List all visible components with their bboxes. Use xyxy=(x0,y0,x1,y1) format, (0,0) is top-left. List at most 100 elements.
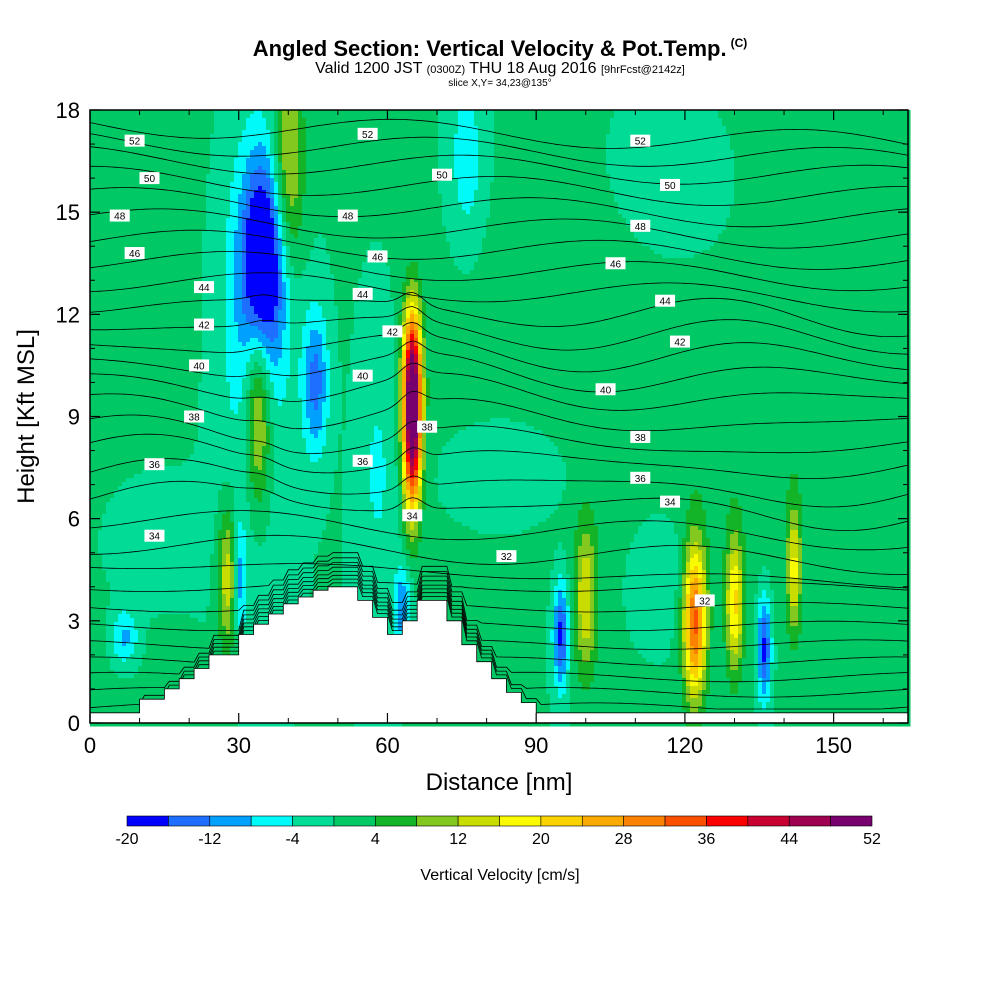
velocity-cell xyxy=(422,154,427,159)
velocity-cell xyxy=(166,146,171,151)
velocity-cell xyxy=(138,158,143,163)
velocity-cell xyxy=(170,142,175,147)
velocity-cell xyxy=(762,202,767,207)
velocity-cell xyxy=(494,194,499,199)
velocity-cell xyxy=(222,190,227,195)
velocity-cell xyxy=(182,122,187,127)
velocity-cell xyxy=(138,146,143,151)
velocity-cell xyxy=(226,178,231,183)
velocity-cell xyxy=(778,166,783,171)
velocity-cell xyxy=(730,150,735,155)
velocity-cell xyxy=(410,134,415,139)
velocity-cell xyxy=(326,146,331,151)
velocity-cell xyxy=(194,118,199,123)
velocity-cell xyxy=(526,138,531,143)
velocity-cell xyxy=(510,118,515,123)
velocity-cell xyxy=(502,130,507,135)
velocity-cell xyxy=(146,110,151,115)
velocity-cell xyxy=(358,202,363,207)
velocity-cell xyxy=(450,182,455,187)
velocity-cell xyxy=(390,162,395,167)
velocity-cell xyxy=(758,146,763,151)
velocity-cell xyxy=(250,190,255,195)
velocity-cell xyxy=(422,182,427,187)
velocity-cell xyxy=(278,186,283,191)
velocity-cell xyxy=(162,178,167,183)
velocity-cell xyxy=(358,138,363,143)
velocity-cell xyxy=(638,170,643,175)
velocity-cell xyxy=(890,158,895,163)
velocity-cell xyxy=(878,130,883,135)
velocity-cell xyxy=(162,114,167,119)
velocity-cell xyxy=(630,130,635,135)
velocity-cell xyxy=(570,150,575,155)
velocity-cell xyxy=(530,150,535,155)
velocity-cell xyxy=(878,118,883,123)
velocity-cell xyxy=(758,110,763,115)
velocity-cell xyxy=(250,182,255,187)
velocity-cell xyxy=(306,154,311,159)
velocity-cell xyxy=(878,110,883,115)
velocity-cell xyxy=(762,162,767,167)
velocity-cell xyxy=(302,146,307,151)
velocity-cell xyxy=(334,158,339,163)
velocity-cell xyxy=(406,158,411,163)
velocity-cell xyxy=(450,166,455,171)
velocity-cell xyxy=(894,114,899,119)
velocity-cell xyxy=(694,118,699,123)
velocity-cell xyxy=(110,126,115,131)
velocity-cell xyxy=(294,206,299,211)
velocity-cell xyxy=(854,142,859,147)
velocity-cell xyxy=(350,126,355,131)
velocity-cell xyxy=(762,114,767,119)
velocity-cell xyxy=(298,110,303,115)
velocity-cell xyxy=(154,130,159,135)
velocity-cell xyxy=(242,170,247,175)
velocity-cell xyxy=(658,150,663,155)
velocity-cell xyxy=(194,186,199,191)
velocity-cell xyxy=(390,178,395,183)
velocity-cell xyxy=(714,146,719,151)
velocity-cell xyxy=(374,194,379,199)
velocity-cell xyxy=(266,122,271,127)
velocity-cell xyxy=(730,114,735,119)
velocity-cell xyxy=(126,154,131,159)
velocity-cell xyxy=(894,110,899,115)
velocity-cell xyxy=(462,194,467,199)
velocity-cell xyxy=(554,162,559,167)
velocity-cell xyxy=(334,182,339,187)
velocity-cell xyxy=(786,126,791,131)
velocity-cell xyxy=(386,146,391,151)
velocity-cell xyxy=(814,162,819,167)
velocity-cell xyxy=(778,186,783,191)
velocity-cell xyxy=(742,186,747,191)
velocity-cell xyxy=(598,114,603,119)
velocity-cell xyxy=(578,134,583,139)
velocity-cell xyxy=(310,126,315,131)
velocity-cell xyxy=(426,126,431,131)
velocity-cell xyxy=(190,186,195,191)
velocity-cell xyxy=(666,134,671,139)
velocity-cell xyxy=(274,134,279,139)
velocity-cell xyxy=(818,138,823,143)
velocity-cell xyxy=(158,202,163,207)
velocity-cell xyxy=(566,154,571,159)
velocity-cell xyxy=(662,174,667,179)
velocity-cell xyxy=(254,126,259,131)
velocity-cell xyxy=(98,118,103,123)
velocity-cell xyxy=(830,194,835,199)
velocity-cell xyxy=(230,198,235,203)
velocity-cell xyxy=(442,194,447,199)
velocity-cell xyxy=(218,110,223,115)
velocity-cell xyxy=(234,138,239,143)
velocity-cell xyxy=(598,110,603,115)
velocity-cell xyxy=(258,110,263,115)
velocity-cell xyxy=(410,194,415,199)
velocity-cell xyxy=(482,114,487,119)
velocity-cell xyxy=(314,150,319,155)
velocity-cell xyxy=(854,134,859,139)
velocity-cell xyxy=(670,114,675,119)
velocity-cell xyxy=(94,162,99,167)
velocity-cell xyxy=(166,178,171,183)
velocity-cell xyxy=(338,110,343,115)
